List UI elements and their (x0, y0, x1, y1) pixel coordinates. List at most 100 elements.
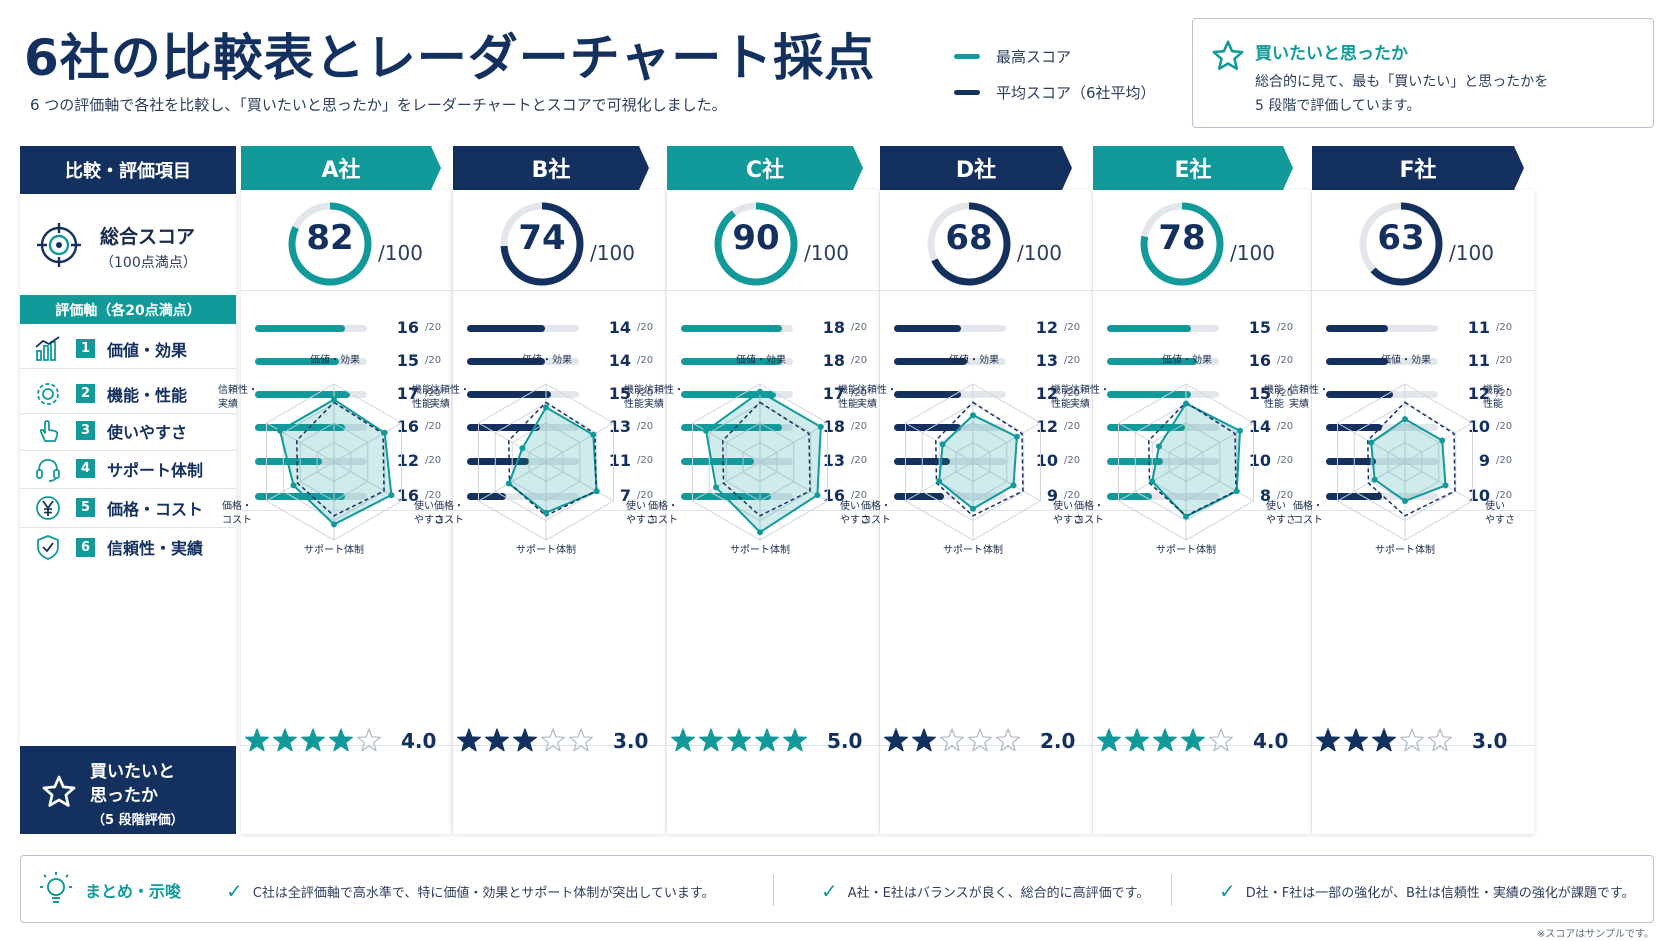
bar-value: 11 (1467, 351, 1490, 370)
bar-fill (1107, 325, 1191, 332)
star-outline-icon (1212, 40, 1244, 71)
bar-max: /20 (425, 388, 442, 399)
radar-spoke (333, 422, 402, 463)
score-bar-row: 18/20 (667, 351, 879, 371)
bar-track (1326, 358, 1438, 365)
radar-point (331, 396, 337, 403)
bar-track (1326, 424, 1438, 431)
divider (1312, 290, 1534, 291)
page-title: 6社の比較表とレーダーチャート採点 (24, 29, 876, 87)
bar-fill (467, 391, 551, 398)
rating-value: 2.0 (1040, 729, 1076, 753)
bar-fill (1107, 358, 1197, 365)
note-title: 買いたいと思ったか (1255, 44, 1408, 64)
bar-value: 12 (1035, 384, 1058, 403)
score-donut (1359, 202, 1443, 286)
score-donut (927, 202, 1011, 286)
bar-fill (681, 458, 754, 465)
bar-max: /20 (425, 490, 442, 501)
want-label: 買いたいと 思ったか (90, 762, 175, 806)
bar-track (467, 424, 579, 431)
axis-item: 4 サポート体制 (20, 449, 236, 489)
bar-value: 13 (608, 417, 631, 436)
radar-point (1237, 427, 1243, 434)
score-bar-row: 12/20 (1312, 384, 1534, 404)
axis-name: 使いやすさ (107, 422, 188, 442)
radar-chart (905, 383, 1041, 541)
bar-max: /20 (1496, 388, 1513, 399)
bar-fill (681, 424, 782, 431)
bar-value: 15 (1248, 384, 1271, 403)
bar-fill (255, 493, 345, 500)
star-filled-icon (484, 728, 510, 752)
radar-spoke (692, 461, 761, 502)
axes-header: 評価軸（各20点満点） (20, 295, 236, 324)
bar-track (1107, 325, 1219, 332)
axis-number: 1 (76, 339, 95, 358)
company-header: A社 (241, 146, 441, 190)
total-score: 63 (1377, 218, 1425, 258)
company-card: 74/100 14/20 14/20 15/20 13/20 11/20 7/20 価値・効果… (430, 190, 665, 834)
star-filled-icon (1152, 728, 1178, 752)
radar-point (817, 423, 824, 430)
total-score-max: /100 (378, 241, 423, 265)
score-bar-row: 15/20 (241, 351, 451, 371)
radar-point (1442, 482, 1449, 489)
bar-value: 18 (822, 318, 845, 337)
summary-text: A社・E社はバランスが良く、総合的に高評価です。 (847, 885, 1150, 901)
score-bar-row: 15/20 (453, 384, 665, 404)
radar-point (1368, 439, 1375, 446)
score-bar-row: 17/20 (667, 384, 879, 404)
radar-axis-label: 使い やすさ (414, 501, 444, 526)
donut-arc (288, 202, 372, 286)
star-filled-icon (1315, 728, 1341, 752)
axis-name: 価格・コスト (107, 499, 204, 519)
bar-fill (1107, 424, 1186, 431)
radar-point (1183, 400, 1189, 407)
bar-track (681, 424, 793, 431)
want-sublabel: （5 段階評価） (92, 813, 184, 828)
bar-value: 16 (396, 486, 419, 505)
star-outline-icon (42, 775, 76, 807)
bar-value: 14 (608, 318, 631, 337)
divider (453, 510, 665, 511)
bar-value: 9 (1478, 451, 1490, 470)
bar-track (255, 325, 367, 332)
legend-avg-label: 平均スコア（6社平均） (996, 84, 1156, 102)
rating-value: 5.0 (827, 729, 863, 753)
radar-point (1439, 437, 1446, 444)
check-icon: ✓ (821, 879, 838, 903)
divider (880, 510, 1092, 511)
radar-point (381, 429, 388, 436)
radar-point (970, 412, 976, 419)
bar-value: 11 (1467, 318, 1490, 337)
score-bar-row: 14/20 (1093, 417, 1311, 437)
radar-spoke (972, 422, 1041, 463)
bar-max: /20 (1277, 490, 1294, 501)
radar-axis-label: 信頼性・ 実績 (1070, 385, 1110, 410)
bar-track (255, 358, 367, 365)
radar-axis-label: 価値・効果 (310, 355, 360, 366)
star-rating (883, 728, 1021, 752)
radar-axis-label: 使い やすさ (840, 501, 870, 526)
bar-max: /20 (425, 455, 442, 466)
radar-point (543, 404, 549, 411)
bar-track (467, 458, 579, 465)
bar-track (255, 493, 367, 500)
axis-number: 5 (76, 498, 95, 517)
bar-fill (467, 458, 529, 465)
bar-track (681, 458, 793, 465)
bar-value: 10 (1035, 451, 1058, 470)
bar-value: 10 (1467, 417, 1490, 436)
star-filled-icon (512, 728, 538, 752)
score-bar-row: 13/20 (880, 351, 1092, 371)
axis-name: サポート体制 (107, 460, 204, 480)
radar-point (936, 478, 943, 485)
score-bar-row: 11/20 (1312, 351, 1534, 371)
total-score-max: /100 (590, 241, 635, 265)
bar-max: /20 (1064, 355, 1081, 366)
divider (241, 510, 451, 511)
divider (1093, 290, 1311, 291)
divider (880, 290, 1092, 291)
legend-max-label: 最高スコア (996, 48, 1072, 66)
